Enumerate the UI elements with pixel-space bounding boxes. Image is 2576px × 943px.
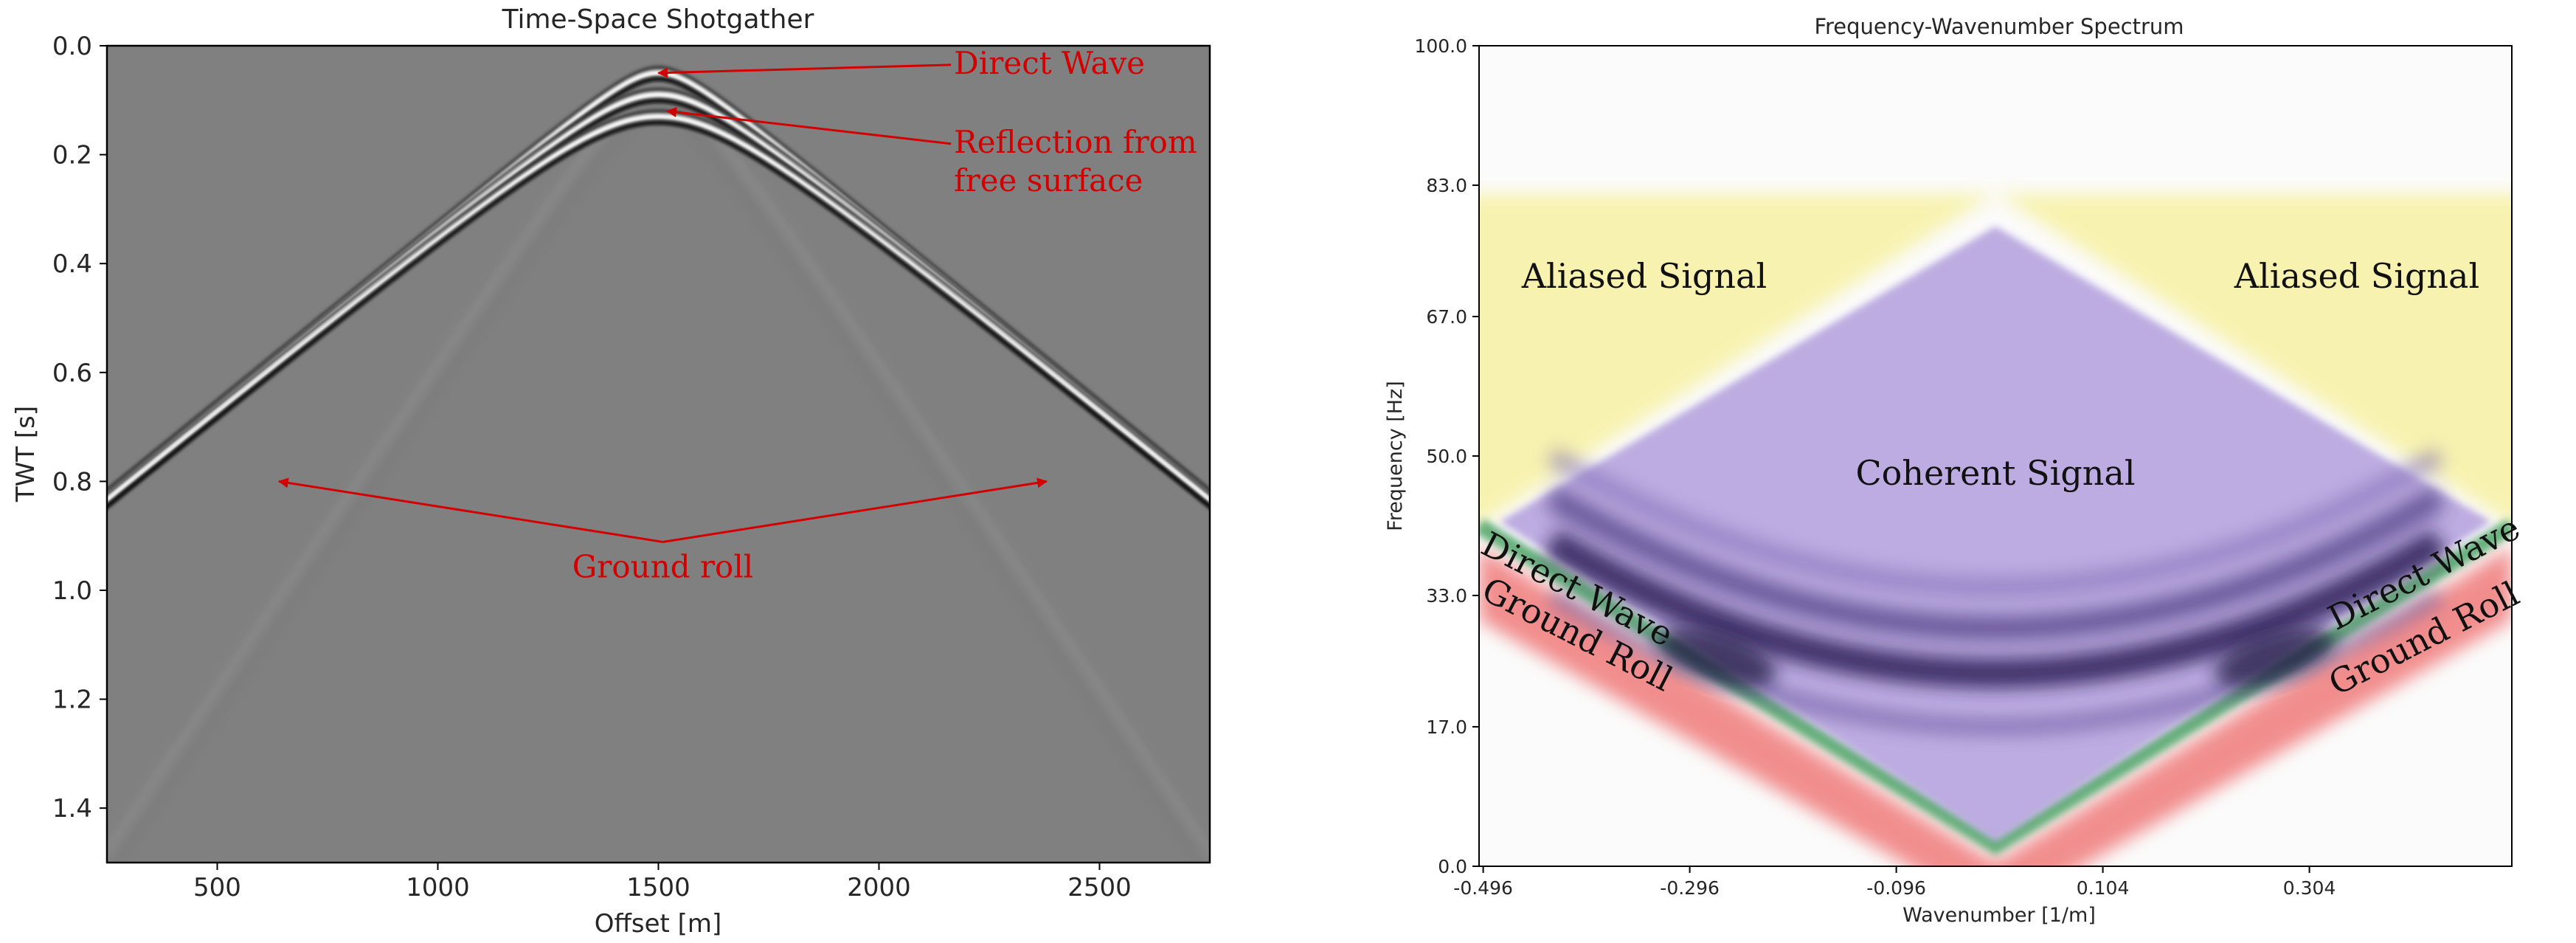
- fk-y-tick-label: 0.0: [1438, 856, 1467, 877]
- fk-energy-lobe-1: [2214, 627, 2335, 687]
- wave-event-2-lobe-1: [107, 114, 1210, 504]
- fk-region-label-2: Coherent Signal: [1855, 453, 2135, 493]
- wave-event-1-lobe-0: [107, 87, 1210, 495]
- fk-energy-band-0: [1546, 447, 2445, 597]
- fk-title: Frequency-Wavenumber Spectrum: [1814, 14, 2184, 39]
- annotation-arrow-2-0: [277, 477, 663, 543]
- fk-x-tick-label: -0.496: [1453, 877, 1513, 899]
- x-tick-label: 500: [193, 873, 241, 902]
- fk-energy-lobe-0: [1656, 627, 1777, 687]
- coherent-region: [1500, 226, 2491, 842]
- fk-y-tick-label: 67.0: [1426, 306, 1467, 328]
- fk-region-label-1: Aliased Signal: [2234, 256, 2479, 296]
- annotation-arrow-1-0: [666, 107, 952, 145]
- shotgather-xlabel: Offset [m]: [595, 909, 722, 939]
- fk-y-tick-label: 50.0: [1426, 446, 1467, 467]
- y-tick-label: 0.6: [52, 359, 92, 388]
- y-tick-label: 0.2: [52, 141, 92, 170]
- wave-event-0-lobe-0: [107, 65, 1210, 493]
- shotgather-image: [107, 46, 1210, 863]
- wave-event-2-lobe-2: [107, 120, 1210, 510]
- y-tick-label: 0.4: [52, 249, 92, 279]
- fk-x-tick-label: 0.304: [2283, 877, 2336, 899]
- fk-image: [1479, 46, 2512, 866]
- fk-regions: [1479, 193, 2512, 866]
- annotation-text-0: Direct Wave: [954, 45, 1145, 81]
- annotation-text-2: Ground roll: [572, 548, 753, 584]
- y-tick-label: 0.0: [52, 32, 92, 61]
- fk-panel: Frequency-Wavenumber Spectrum -0.496 -0.2…: [1384, 14, 2526, 927]
- shotgather-title: Time-Space Shotgather: [502, 4, 814, 35]
- annotation-arrow-2-1: [662, 477, 1048, 543]
- annotation-arrow-0-0: [657, 63, 952, 78]
- direct-wave-region: [1479, 519, 2512, 856]
- wave-event-2-lobe-0: [107, 109, 1210, 498]
- fk-x-tick-label: -0.096: [1866, 877, 1926, 899]
- fk-x-ticks: -0.496 -0.296 -0.096 0.104 0.304: [1453, 866, 2336, 899]
- fk-region-label-0: Aliased Signal: [1521, 256, 1767, 296]
- aliased-region: [1479, 193, 2512, 525]
- shotgather-y-ticks: 0.0 0.2 0.4 0.6 0.8 1.0 1.2 1.4: [52, 32, 107, 823]
- fk-y-tick-label: 83.0: [1426, 175, 1467, 196]
- fk-y-tick-label: 100.0: [1414, 35, 1467, 57]
- fk-x-tick-label: 0.104: [2077, 877, 2130, 899]
- x-tick-label: 2000: [847, 873, 911, 902]
- ground-roll-region: [1479, 546, 2512, 866]
- x-tick-label: 1500: [626, 873, 690, 902]
- shotgather-background: [107, 46, 1210, 863]
- annotation-text-1: Reflection from free surface: [954, 124, 1197, 198]
- fk-y-tick-label: 17.0: [1426, 716, 1467, 738]
- fk-x-tick-label: -0.296: [1660, 877, 1720, 899]
- fk-energy-band-2: [1544, 529, 2447, 688]
- shotgather-panel: Time-Space Shotgather 500 1000 1500 2000 250…: [11, 4, 1211, 939]
- fk-y-ticks: 0.0 17.0 33.0 50.0 67.0 83.0 100.0: [1414, 35, 1479, 877]
- x-tick-label: 1000: [406, 873, 470, 902]
- fk-xlabel: Wavenumber [1/m]: [1902, 904, 2096, 927]
- fk-y-tick-label: 33.0: [1426, 585, 1467, 607]
- shotgather-annotations: Direct Wave Reflection from free surface Gr…: [277, 45, 1197, 584]
- fk-energy-band-1: [1545, 486, 2446, 641]
- y-tick-label: 1.2: [52, 685, 92, 715]
- x-tick-label: 2500: [1067, 873, 1132, 902]
- y-tick-label: 1.0: [52, 576, 92, 606]
- shotgather-x-ticks: 500 1000 1500 2000 2500: [193, 863, 1132, 902]
- shotgather-events: [107, 65, 1210, 863]
- fk-ylabel: Frequency [Hz]: [1384, 381, 1407, 531]
- y-tick-label: 1.4: [52, 794, 92, 823]
- shotgather-ylabel: TWT [s]: [11, 406, 41, 502]
- y-tick-label: 0.8: [52, 467, 92, 497]
